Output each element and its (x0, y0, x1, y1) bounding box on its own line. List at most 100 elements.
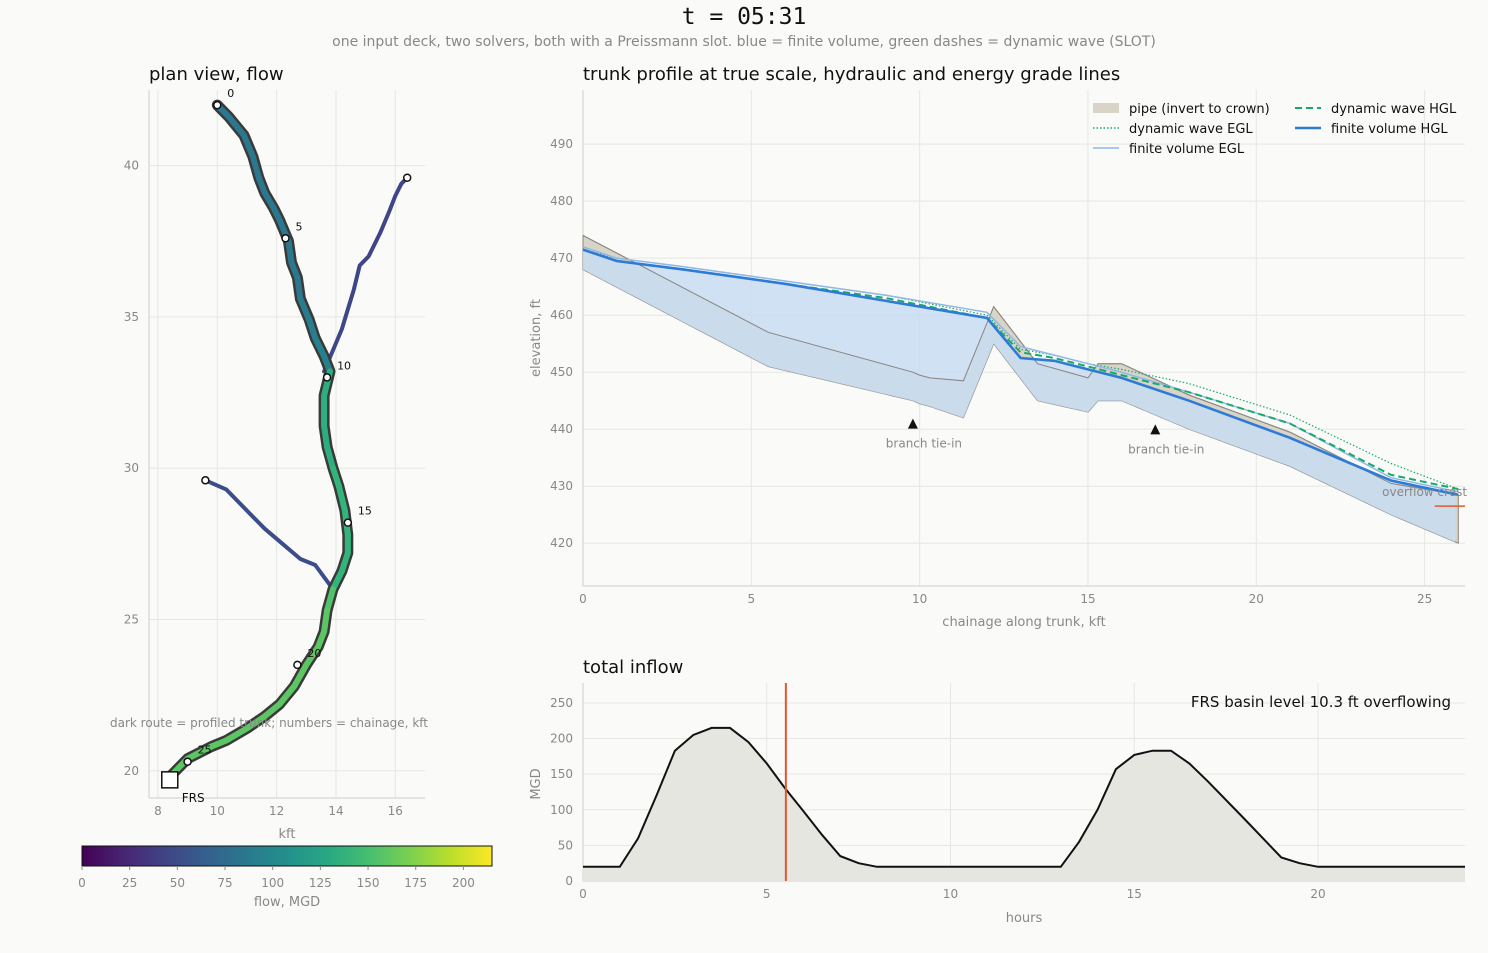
plan-trunk-segment (321, 607, 331, 635)
plan-x-tick-label: 8 (154, 804, 162, 818)
plan-trunk-segment (291, 661, 310, 690)
plan-trunk-segment (324, 586, 336, 614)
colorbar-tick-label: 125 (309, 876, 332, 890)
plan-trunk-segment (321, 422, 331, 451)
inflow-y-tick-label: 0 (565, 874, 573, 888)
plan-x-label: kft (279, 827, 296, 842)
plan-trunk-segment (184, 743, 215, 762)
colorbar-tick-label: 50 (170, 876, 185, 890)
plan-branch-line (322, 175, 410, 374)
plan-node-marker (402, 173, 412, 182)
colorbar-tick-label: 0 (78, 876, 86, 890)
plan-trunk-segment (240, 132, 256, 160)
time-readout: t = 05:31 (682, 4, 807, 30)
plan-node-marker (281, 234, 290, 243)
profile-x-tick-label: 5 (748, 592, 756, 606)
plan-branch-line (203, 478, 335, 592)
profile-water-fill (583, 249, 1455, 542)
profile-x-tick-label: 10 (912, 592, 927, 606)
profile-y-tick-label: 480 (550, 194, 573, 208)
subtitle: one input deck, two solvers, both with a… (332, 34, 1156, 50)
plan-trunk-segment (294, 274, 304, 302)
plan-chainage-label: 5 (296, 220, 303, 233)
plan-node-marker (322, 373, 332, 382)
profile-legend: pipe (invert to crown) dynamic wave EGL fi… (1093, 102, 1457, 157)
plan-trunk-segment (330, 568, 345, 593)
flow-colorbar: 0 25 50 75 100 125 150 175 200 flow, MGD (78, 845, 493, 910)
profile-y-tick-label: 440 (550, 422, 573, 436)
profile-y-tick-label: 470 (550, 251, 573, 265)
plan-node-marker (183, 757, 192, 766)
legend-pipe-swatch (1093, 103, 1119, 113)
plan-y-tick-label: 35 (124, 310, 139, 324)
plan-node-marker (343, 518, 353, 527)
legend-entry-label: dynamic wave EGL (1129, 122, 1253, 137)
plan-y-tick-label: 25 (124, 612, 139, 626)
inflow-line (583, 726, 1465, 868)
profile-y-tick-label: 460 (550, 308, 573, 322)
colorbar-tick-label: 75 (217, 876, 232, 890)
profile-x-label: chainage along trunk, kft (942, 615, 1105, 630)
inflow-x-tick-label: 5 (763, 887, 771, 901)
inflow-title: total inflow (583, 657, 683, 678)
plan-title: plan view, flow (149, 64, 284, 85)
inflow-x-label: hours (1006, 911, 1043, 926)
profile-tie-in-marker (907, 418, 918, 429)
legend-entry-label: finite volume HGL (1331, 122, 1448, 137)
plan-y-tick-label: 30 (124, 461, 139, 475)
profile-dw-hgl-line (582, 248, 1459, 491)
colorbar-tick-label: 150 (357, 876, 380, 890)
plan-x-tick-label: 16 (388, 804, 403, 818)
plan-trunk-segment (243, 713, 268, 732)
plan-trunk-segment (324, 444, 336, 472)
plan-node-marker (201, 476, 210, 485)
plan-trunk-segment (303, 643, 322, 668)
plan-y-tick-label: 20 (124, 764, 139, 778)
plan-trunk-segment (226, 114, 247, 139)
colorbar-tick-label: 200 (452, 876, 475, 890)
plan-chainage-label: 15 (358, 505, 372, 518)
profile-overflow-label: overflow crest (1382, 485, 1467, 499)
plan-outfall-marker (161, 771, 179, 789)
profile-title: trunk profile at true scale, hydraulic a… (583, 64, 1120, 85)
plan-trunk-segment (261, 701, 283, 720)
plan-view-panel: 8 10 12 14 16 20 25 30 35 40 plan view, flow kft 0 5 1… (110, 64, 428, 842)
plan-trunk-segment (223, 725, 250, 744)
plan-chainage-label: 25 (198, 744, 212, 757)
colorbar-tick-label: 100 (261, 876, 284, 890)
inflow-x-tick-label: 20 (1310, 887, 1325, 901)
plan-trunk-segment (338, 549, 351, 575)
profile-tie-in-label: branch tie-in (1128, 442, 1204, 456)
profile-tie-in-marker (1150, 424, 1161, 435)
colorbar-bar (81, 845, 493, 867)
plan-trunk-segment (312, 335, 328, 360)
profile-tie-in-label: branch tie-in (886, 437, 962, 451)
plan-node-marker (213, 100, 222, 110)
plan-x-tick-label: 12 (269, 804, 284, 818)
inflow-y-tick-label: 50 (558, 838, 573, 852)
inflow-area (583, 727, 1465, 881)
inflow-y-tick-label: 100 (550, 803, 573, 817)
legend-entry-label: pipe (invert to crown) (1129, 102, 1270, 117)
plan-trunk-segment (285, 238, 295, 266)
inflow-x-tick-label: 0 (579, 887, 587, 901)
plan-chainage-label: 0 (227, 87, 234, 100)
colorbar-label: flow, MGD (254, 895, 320, 910)
plan-x-tick-label: 10 (210, 804, 225, 818)
plan-y-tick-label: 40 (124, 159, 139, 173)
trunk-profile-panel: 0 5 10 15 20 25 420 430 440 450 460 470 480 490 trunk … (529, 64, 1467, 630)
plan-outfall-label: FRS (182, 791, 205, 805)
profile-pipe-crown (582, 234, 1459, 496)
plan-trunk-outline (164, 99, 354, 783)
plan-trunk-segment (330, 465, 342, 490)
plan-trunk-segment (249, 153, 262, 181)
legend-entry-label: finite volume EGL (1129, 142, 1245, 157)
plan-annotation: dark route = profiled trunk; numbers = c… (110, 716, 428, 730)
profile-y-tick-label: 430 (550, 479, 573, 493)
profile-y-label: elevation, ft (529, 299, 544, 377)
profile-x-tick-label: 20 (1249, 592, 1264, 606)
profile-y-tick-label: 490 (550, 137, 573, 151)
inflow-basin-status: FRS basin level 10.3 ft overflowing (1191, 693, 1451, 711)
